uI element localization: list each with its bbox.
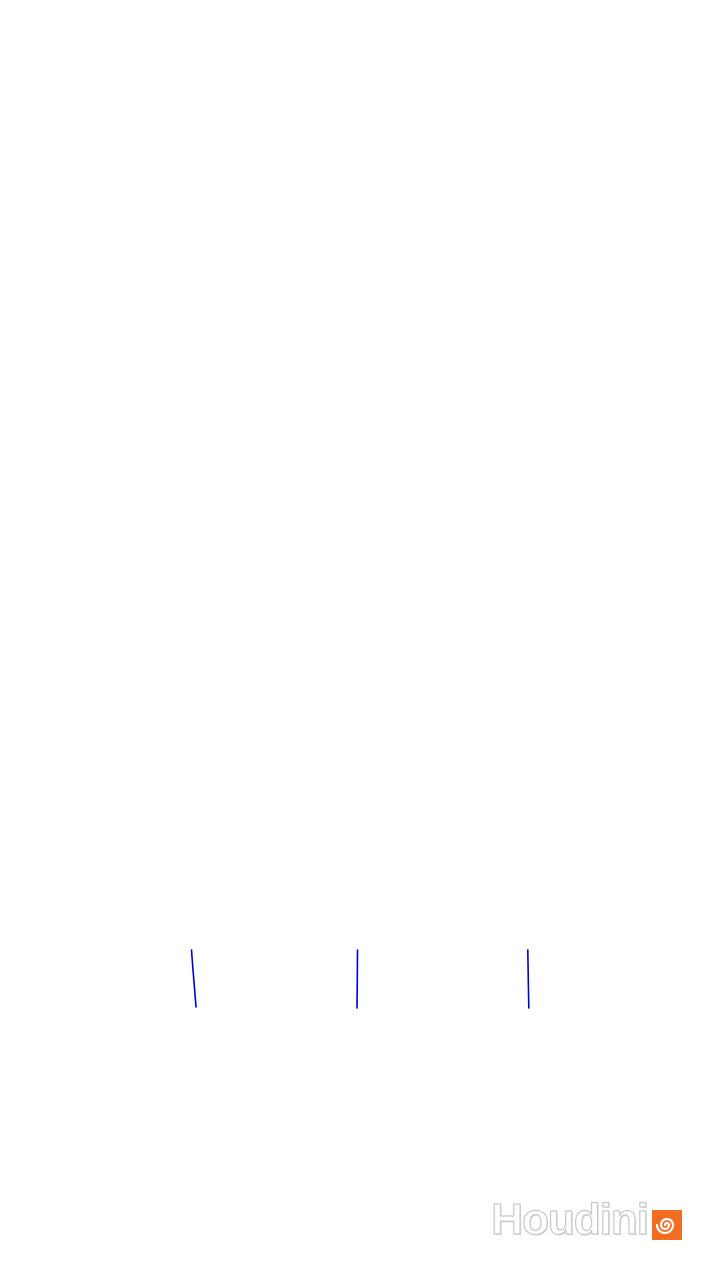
- middle-stroke: [356, 949, 359, 1009]
- left-stroke: [190, 949, 197, 1008]
- right-stroke: [527, 949, 530, 1009]
- watermark-text: Houdini: [491, 1195, 650, 1244]
- houdini-watermark: Houdini: [491, 1195, 682, 1244]
- houdini-swirl-icon: [652, 1210, 682, 1240]
